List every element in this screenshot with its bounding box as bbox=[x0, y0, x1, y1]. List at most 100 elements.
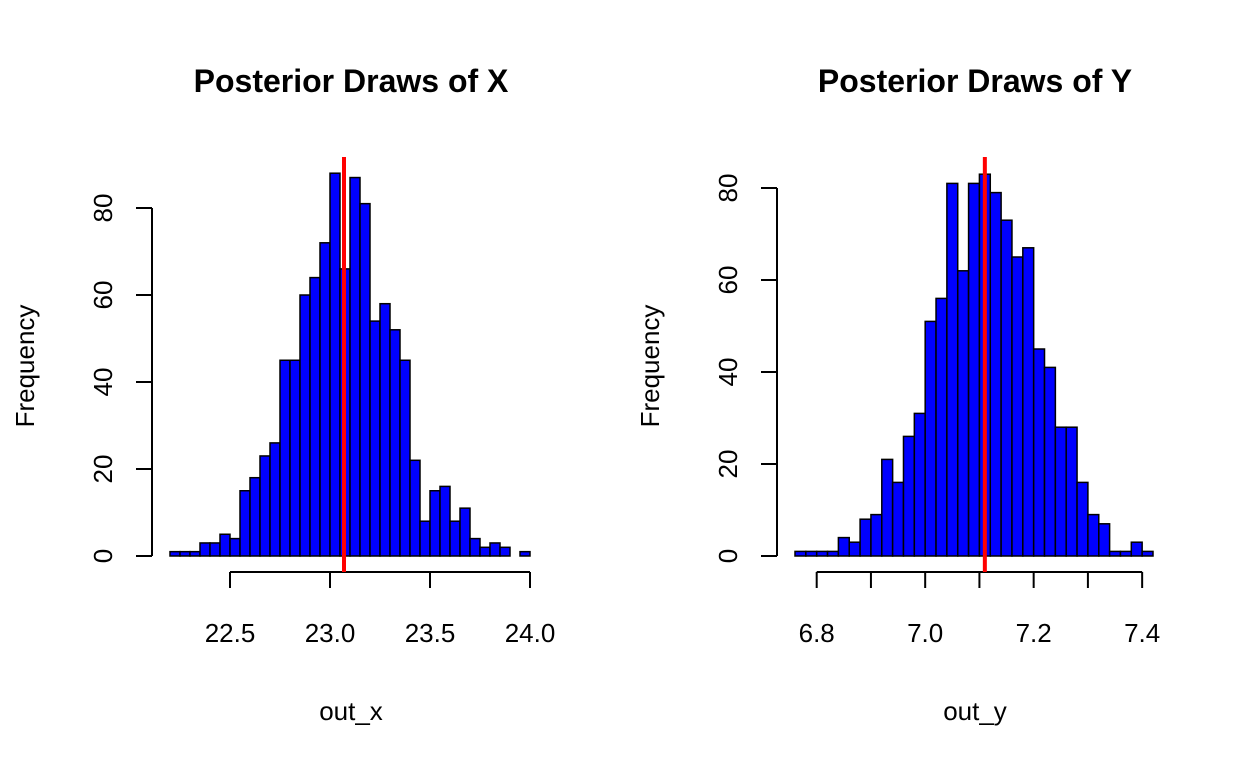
histogram-bar bbox=[848, 541, 861, 557]
histogram-bar bbox=[499, 546, 511, 557]
histogram-bar bbox=[1000, 219, 1013, 557]
histogram-bar bbox=[859, 518, 872, 557]
histogram-panel-x: Posterior Draws of X out_x Frequency 22.… bbox=[10, 63, 555, 726]
y-tick-label: 60 bbox=[713, 266, 743, 295]
y-axis-y: 0 20 40 60 80 bbox=[713, 174, 778, 563]
x-axis-x: 22.5 23.0 23.5 24.0 bbox=[205, 571, 556, 648]
histogram-bar bbox=[1098, 523, 1111, 557]
histogram-bar bbox=[805, 550, 818, 557]
histogram-bar bbox=[1108, 550, 1122, 557]
histogram-bar bbox=[489, 542, 501, 557]
y-tick-label: 0 bbox=[88, 549, 118, 563]
histogram-bar bbox=[169, 550, 181, 557]
y-axis-label-y: Frequency bbox=[635, 305, 665, 428]
histogram-bar bbox=[1032, 348, 1046, 557]
histogram-bar bbox=[826, 550, 840, 557]
histogram-bar bbox=[913, 412, 926, 557]
histogram-bar bbox=[259, 455, 271, 557]
histogram-bar bbox=[329, 172, 341, 557]
histogram-bar bbox=[249, 476, 261, 557]
histogram-bar bbox=[239, 490, 251, 557]
histogram-bar bbox=[1011, 256, 1024, 557]
y-tick-label: 40 bbox=[713, 358, 743, 387]
histogram-bar bbox=[935, 297, 948, 557]
histogram-bar bbox=[319, 242, 331, 557]
histogram-bar bbox=[881, 458, 894, 557]
histogram-bar bbox=[269, 442, 281, 557]
bars-y bbox=[794, 173, 1154, 557]
histogram-bar bbox=[419, 520, 431, 557]
histogram-bar bbox=[1076, 481, 1089, 557]
histogram-bar bbox=[956, 270, 970, 557]
histogram-bar bbox=[815, 550, 829, 557]
histogram-bar bbox=[199, 542, 211, 557]
x-tick-label: 22.5 bbox=[205, 618, 256, 648]
bars-x bbox=[169, 172, 531, 557]
y-tick-label: 80 bbox=[88, 194, 118, 223]
histogram-bar bbox=[924, 320, 937, 557]
x-axis-y: 6.8 7.0 7.2 7.4 bbox=[799, 571, 1160, 648]
histogram-bar bbox=[349, 176, 361, 557]
histogram-bar bbox=[967, 182, 981, 557]
histogram-bar bbox=[891, 481, 905, 557]
histogram-bar bbox=[1119, 550, 1133, 557]
histogram-bar bbox=[399, 359, 411, 557]
x-axis-label-x: out_x bbox=[319, 696, 383, 726]
histogram-bar bbox=[1065, 426, 1078, 557]
y-tick-label: 0 bbox=[713, 549, 743, 563]
histogram-bar bbox=[1043, 366, 1057, 557]
histogram-bar bbox=[359, 202, 371, 557]
histogram-bar bbox=[870, 513, 883, 557]
histogram-bar bbox=[209, 542, 221, 557]
y-tick-label: 20 bbox=[88, 455, 118, 484]
y-tick-label: 20 bbox=[713, 450, 743, 479]
histogram-bar bbox=[794, 550, 807, 557]
x-axis-label-y: out_y bbox=[943, 696, 1007, 726]
histogram-bar bbox=[1130, 541, 1143, 557]
y-tick-label: 60 bbox=[88, 281, 118, 310]
x-tick-label: 7.0 bbox=[907, 618, 943, 648]
chart-title-y: Posterior Draws of Y bbox=[818, 63, 1132, 99]
histogram-bar bbox=[219, 533, 231, 557]
histogram-bar bbox=[1087, 513, 1100, 557]
x-tick-label: 24.0 bbox=[505, 618, 556, 648]
histogram-bar bbox=[369, 320, 381, 557]
histogram-bar bbox=[229, 537, 241, 557]
histogram-bar bbox=[189, 550, 201, 557]
histogram-bar bbox=[309, 276, 321, 557]
y-tick-label: 40 bbox=[88, 368, 118, 397]
histogram-panel-y: Posterior Draws of Y out_y Frequency 6.8… bbox=[635, 63, 1160, 726]
chart-title-x: Posterior Draws of X bbox=[194, 63, 509, 99]
histogram-bar bbox=[299, 294, 311, 557]
histogram-bar bbox=[946, 182, 959, 557]
histogram-bar bbox=[429, 490, 441, 557]
histogram-bar bbox=[989, 191, 1002, 557]
histogram-bar bbox=[289, 359, 301, 557]
x-tick-label: 23.0 bbox=[305, 618, 356, 648]
x-tick-label: 7.4 bbox=[1124, 618, 1160, 648]
histogram-bar bbox=[379, 302, 391, 557]
x-tick-label: 23.5 bbox=[405, 618, 456, 648]
y-tick-label: 80 bbox=[713, 174, 743, 203]
histogram-bar bbox=[449, 520, 461, 557]
x-tick-label: 6.8 bbox=[799, 618, 835, 648]
x-tick-label: 7.2 bbox=[1016, 618, 1052, 648]
histogram-bar bbox=[1054, 426, 1067, 557]
y-axis-label-x: Frequency bbox=[10, 305, 40, 428]
histogram-bar bbox=[837, 536, 850, 557]
histogram-bar bbox=[439, 485, 451, 557]
histogram-bar bbox=[1022, 247, 1035, 557]
histogram-bar bbox=[479, 546, 491, 557]
histogram-bar bbox=[179, 550, 191, 557]
histogram-bar bbox=[389, 329, 401, 557]
histogram-bar bbox=[519, 550, 531, 557]
histogram-bar bbox=[279, 359, 291, 557]
histogram-bar bbox=[459, 507, 471, 557]
histogram-bar bbox=[902, 435, 916, 557]
histogram-bar bbox=[1141, 550, 1154, 557]
y-axis-x: 0 20 40 60 80 bbox=[88, 194, 153, 563]
histogram-bar bbox=[469, 537, 481, 557]
histogram-bar bbox=[409, 459, 421, 557]
